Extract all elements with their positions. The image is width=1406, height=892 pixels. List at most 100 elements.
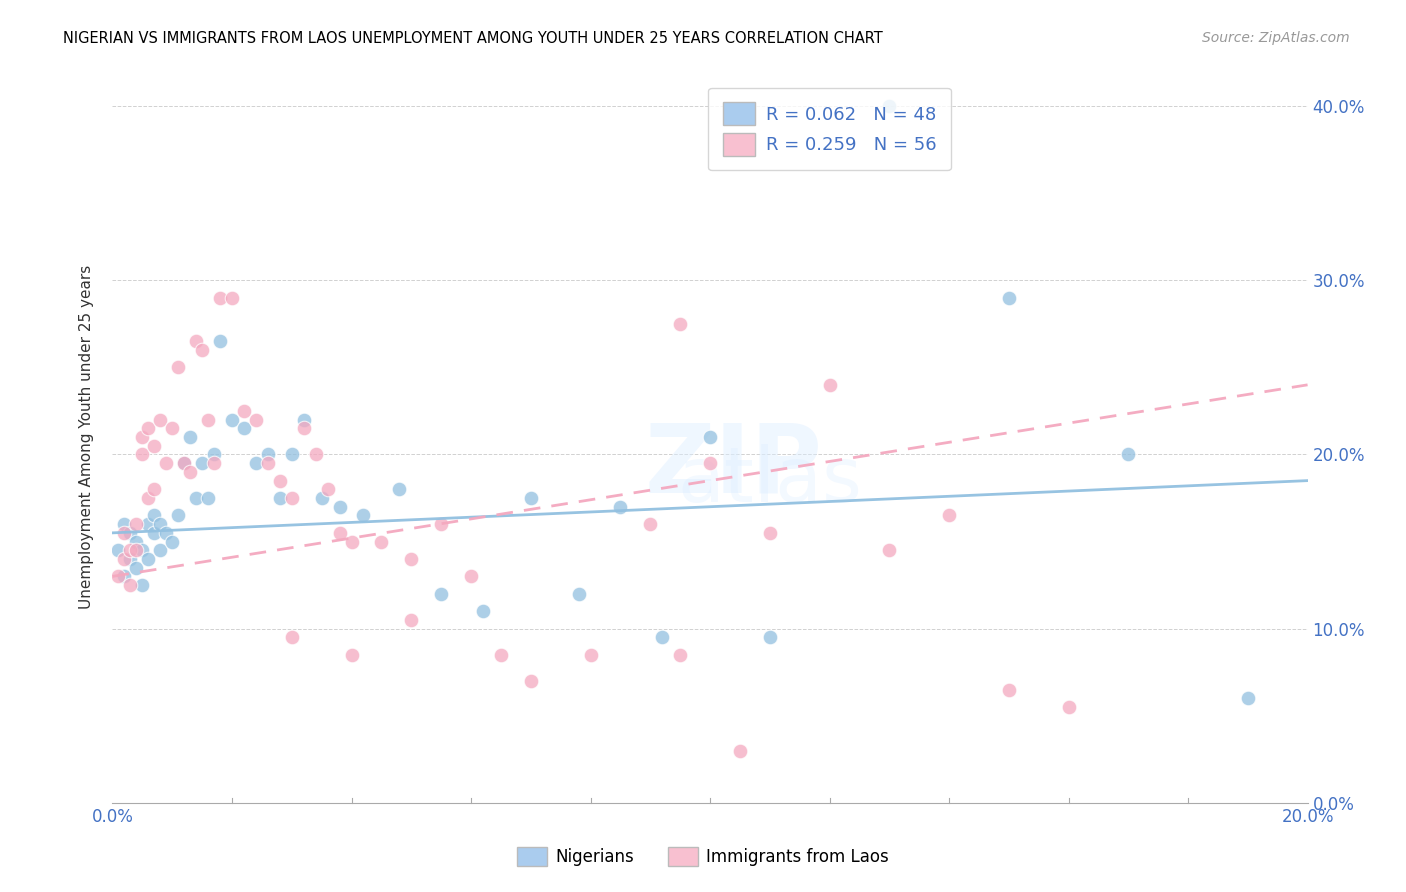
Point <box>1057 700 1080 714</box>
Point <box>173 456 195 470</box>
Point <box>191 456 214 470</box>
Point <box>149 543 172 558</box>
Point <box>329 525 352 540</box>
Point <box>167 360 190 375</box>
Point <box>202 456 225 470</box>
Point <box>640 517 662 532</box>
Y-axis label: Unemployment Among Youth under 25 years: Unemployment Among Youth under 25 years <box>79 265 94 609</box>
Point <box>998 682 1021 697</box>
Point <box>173 456 195 470</box>
Point <box>120 543 142 558</box>
Text: Source: ZipAtlas.com: Source: ZipAtlas.com <box>1202 31 1350 45</box>
Point <box>699 430 721 444</box>
Point <box>125 560 148 574</box>
Point <box>162 534 183 549</box>
Point <box>728 743 751 757</box>
Point <box>669 648 692 662</box>
Point <box>131 578 153 592</box>
Legend: Nigerians, Immigrants from Laos: Nigerians, Immigrants from Laos <box>509 838 897 875</box>
Point <box>257 448 280 462</box>
Point <box>292 421 315 435</box>
Point <box>430 517 453 532</box>
Point <box>609 500 631 514</box>
Point <box>120 578 142 592</box>
Point <box>998 291 1021 305</box>
Point <box>353 508 375 523</box>
Point <box>1118 448 1140 462</box>
Point <box>138 552 160 566</box>
Point <box>186 491 208 505</box>
Point <box>233 404 256 418</box>
Point <box>281 631 304 645</box>
Point <box>155 525 177 540</box>
Point <box>269 491 291 505</box>
Point <box>257 456 280 470</box>
Point <box>430 587 453 601</box>
Point <box>114 517 135 532</box>
Point <box>197 491 219 505</box>
Point <box>1237 691 1260 706</box>
Point <box>131 430 153 444</box>
Point <box>401 552 423 566</box>
Point <box>186 334 208 349</box>
Point <box>388 483 411 497</box>
Point <box>125 543 148 558</box>
Point <box>233 421 256 435</box>
Point <box>245 412 267 426</box>
Point <box>340 534 363 549</box>
Point <box>316 483 339 497</box>
Point <box>120 552 142 566</box>
Point <box>131 543 153 558</box>
Point <box>311 491 333 505</box>
Point <box>107 543 129 558</box>
Point <box>292 412 315 426</box>
Point <box>155 456 177 470</box>
Point <box>305 448 328 462</box>
Point <box>759 631 782 645</box>
Point <box>651 631 673 645</box>
Point <box>107 569 129 583</box>
Text: ZIP: ZIP <box>645 420 823 513</box>
Point <box>370 534 392 549</box>
Point <box>138 421 160 435</box>
Point <box>143 483 166 497</box>
Point <box>143 508 166 523</box>
Point <box>162 421 183 435</box>
Point <box>460 569 482 583</box>
Point <box>197 412 219 426</box>
Point <box>489 648 512 662</box>
Point <box>143 525 166 540</box>
Point <box>114 525 135 540</box>
Point <box>125 517 148 532</box>
Point <box>472 604 495 618</box>
Point <box>281 448 304 462</box>
Point <box>669 317 692 331</box>
Point <box>149 517 172 532</box>
Text: NIGERIAN VS IMMIGRANTS FROM LAOS UNEMPLOYMENT AMONG YOUTH UNDER 25 YEARS CORRELA: NIGERIAN VS IMMIGRANTS FROM LAOS UNEMPLO… <box>63 31 883 46</box>
Point <box>202 448 225 462</box>
Point <box>520 673 543 688</box>
Point <box>329 500 352 514</box>
Point <box>125 534 148 549</box>
Point <box>520 491 543 505</box>
Point <box>209 334 232 349</box>
Point <box>179 430 201 444</box>
Point <box>245 456 267 470</box>
Point <box>114 552 135 566</box>
Point <box>191 343 214 357</box>
Point <box>699 456 721 470</box>
Point <box>401 613 423 627</box>
Point <box>179 465 201 479</box>
Point <box>340 648 363 662</box>
Point <box>818 377 841 392</box>
Point <box>149 412 172 426</box>
Point <box>167 508 190 523</box>
Point <box>269 474 291 488</box>
Point <box>138 491 160 505</box>
Point <box>281 491 304 505</box>
Point <box>938 508 960 523</box>
Point <box>138 517 160 532</box>
Point <box>221 412 243 426</box>
Point <box>143 439 166 453</box>
Point <box>879 99 901 113</box>
